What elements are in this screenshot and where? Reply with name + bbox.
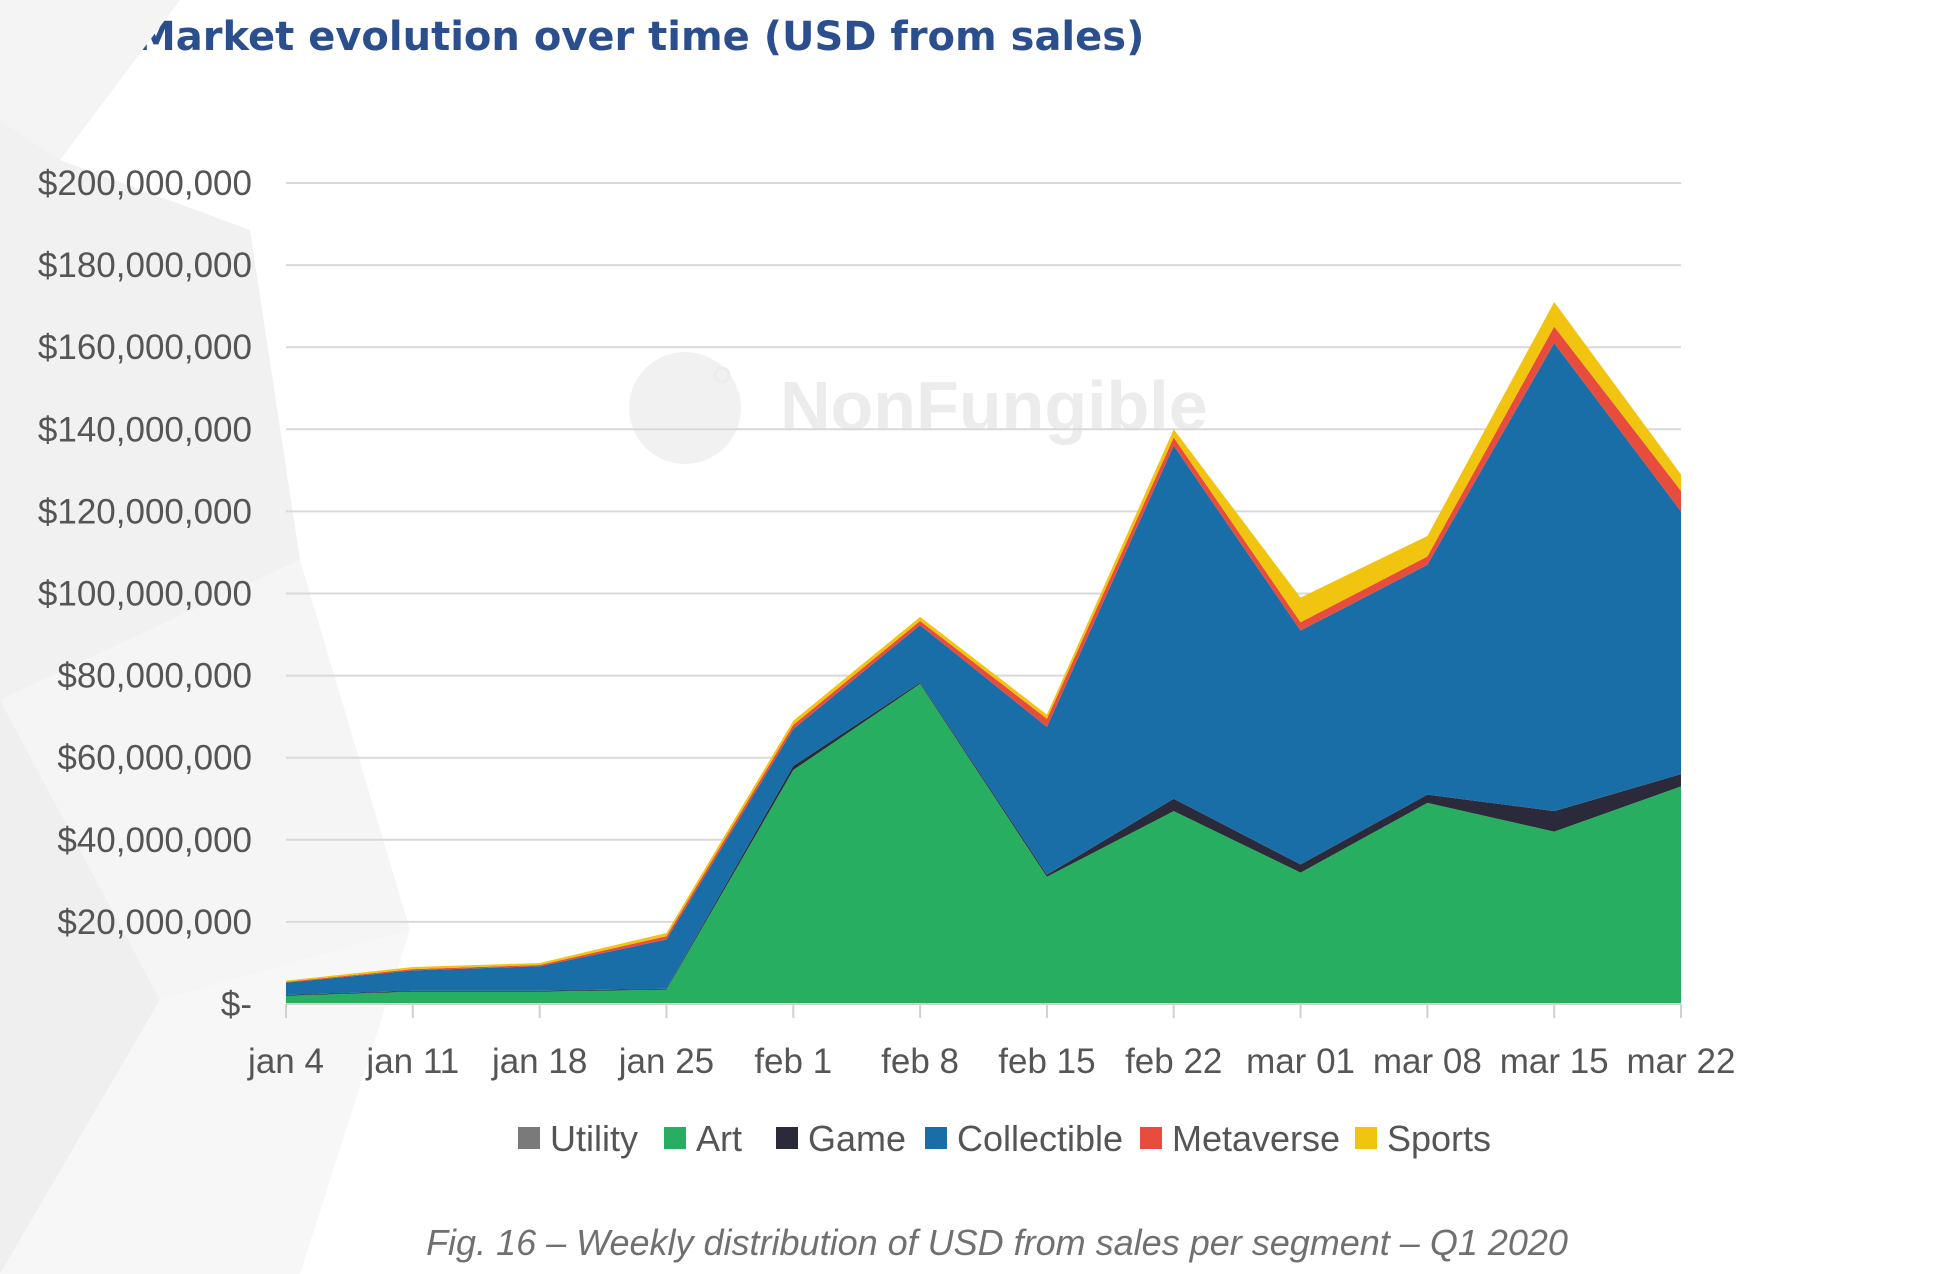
legend-label: Game: [808, 1118, 906, 1159]
watermark-text: NonFungible: [780, 367, 1208, 445]
x-tick-label: mar 08: [1373, 1042, 1482, 1081]
legend-label: Collectible: [957, 1118, 1123, 1159]
x-tick-label: jan 11: [365, 1042, 459, 1081]
x-tick-label: feb 1: [754, 1042, 832, 1081]
x-tick-label: mar 15: [1500, 1042, 1609, 1081]
legend-swatch: [925, 1127, 947, 1149]
area-collectible: [286, 343, 1681, 995]
x-tick-label: jan 18: [491, 1042, 587, 1081]
y-tick-label: $140,000,000: [38, 410, 252, 449]
watermark: NonFungible: [629, 352, 1208, 464]
legend-item-art: Art: [664, 1118, 742, 1159]
x-tick-label: feb 22: [1125, 1042, 1222, 1081]
y-tick-label: $20,000,000: [57, 903, 252, 942]
legend: Utility Art Game Collectible Metaverse Sports: [518, 1118, 1491, 1159]
y-tick-label: $120,000,000: [38, 492, 252, 531]
area-art: [286, 683, 1681, 1004]
legend-label: Sports: [1387, 1118, 1491, 1159]
y-tick-label: $-: [221, 985, 252, 1024]
y-tick-label: $40,000,000: [57, 821, 252, 860]
y-tick-label: $100,000,000: [38, 575, 252, 614]
y-axis-tick-labels: $- $20,000,000 $40,000,000 $60,000,000 $80,0…: [38, 164, 252, 1024]
legend-swatch: [664, 1127, 686, 1149]
legend-label: Utility: [550, 1118, 638, 1159]
background-pattern: [0, 0, 410, 1274]
figure-caption: Fig. 16 – Weekly distribution of USD fro…: [426, 1222, 1568, 1263]
x-tick-label: mar 01: [1246, 1042, 1355, 1081]
x-tick-label: jan 25: [618, 1042, 714, 1081]
areas: [286, 302, 1681, 1004]
legend-item-sports: Sports: [1355, 1118, 1491, 1159]
x-axis-tick-labels: jan 4 jan 11 jan 18 jan 25 feb 1 feb 8 feb 15 f…: [247, 1042, 1735, 1081]
y-tick-label: $60,000,000: [57, 739, 252, 778]
y-tick-label: $180,000,000: [38, 246, 252, 285]
x-tick-label: feb 8: [881, 1042, 959, 1081]
legend-item-game: Game: [776, 1118, 906, 1159]
legend-item-collectible: Collectible: [925, 1118, 1123, 1159]
chart-title: Market evolution over time (USD from sal…: [136, 14, 1145, 60]
y-tick-label: $160,000,000: [38, 328, 252, 367]
legend-item-metaverse: Metaverse: [1140, 1118, 1340, 1159]
legend-label: Metaverse: [1172, 1118, 1340, 1159]
y-tick-label: $80,000,000: [57, 657, 252, 696]
legend-swatch: [1355, 1127, 1377, 1149]
legend-label: Art: [696, 1118, 742, 1159]
legend-item-utility: Utility: [518, 1118, 638, 1159]
legend-swatch: [776, 1127, 798, 1149]
x-axis: [285, 1003, 1682, 1018]
x-tick-label: jan 4: [247, 1042, 324, 1081]
legend-swatch: [1140, 1127, 1162, 1149]
y-tick-label: $200,000,000: [38, 164, 252, 203]
x-tick-label: feb 15: [998, 1042, 1095, 1081]
x-tick-label: mar 22: [1627, 1042, 1736, 1081]
legend-swatch: [518, 1127, 540, 1149]
